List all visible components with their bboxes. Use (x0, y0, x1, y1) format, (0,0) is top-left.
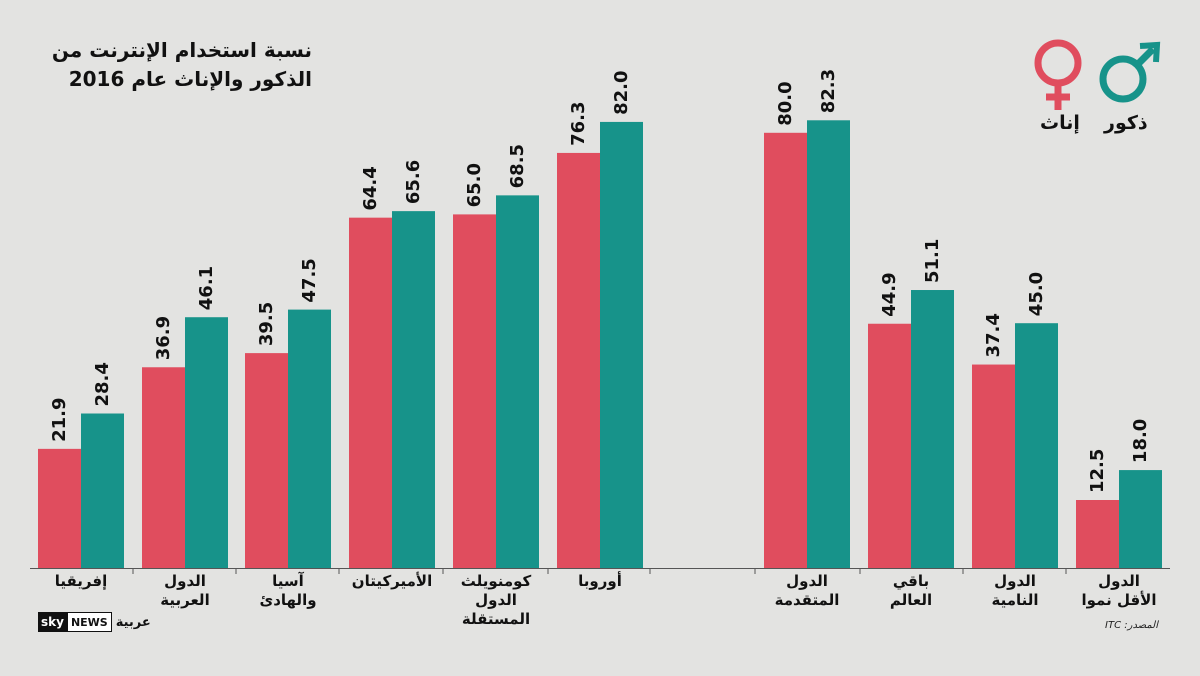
category-label: إفريقيا (55, 572, 107, 590)
male-bar (911, 290, 954, 568)
bar-value-label: 51.1 (922, 239, 943, 283)
chart-title-line-2: الذكور والإناث عام 2016 (68, 67, 312, 91)
bar-value-label: 39.5 (256, 302, 277, 346)
bar-value-label: 46.1 (196, 266, 217, 310)
category-label: الدول النامية (991, 572, 1038, 609)
category-label: الدول الأقل نموا (1082, 572, 1157, 609)
bar-value-label: 65.0 (464, 163, 485, 207)
male-bar (600, 121, 643, 569)
category-label: أوروبا (578, 571, 622, 590)
bar-value-label: 82.3 (818, 69, 839, 113)
male-bar (496, 195, 539, 569)
male-bar (1119, 470, 1162, 568)
female-bar (868, 323, 911, 568)
bar-value-label: 45.0 (1026, 272, 1047, 316)
female-bar (453, 214, 496, 568)
bar-value-label: 21.9 (49, 397, 70, 441)
female-bar (245, 353, 288, 568)
male-bar (392, 211, 435, 569)
legend-female-label: إناث (1040, 112, 1080, 134)
female-bar (557, 152, 600, 569)
male-bar (288, 309, 331, 568)
male-bar (1015, 323, 1058, 568)
bar-value-label: 68.5 (507, 144, 528, 188)
category-label: الدول المتقدمة (775, 572, 840, 609)
source-note: المصدر: ITC (1105, 620, 1158, 631)
category-label: الدول العربية (160, 572, 209, 609)
category-label: الأميركيتان (352, 572, 432, 590)
female-bar (764, 132, 807, 569)
bar-value-label: 12.5 (1087, 449, 1108, 493)
sky-news-arabia-logo: sky NEWS عربية (38, 612, 155, 632)
bar-value-label: 80.0 (775, 81, 796, 125)
bar-value-label: 76.3 (568, 102, 589, 146)
bar-value-label: 44.9 (879, 272, 900, 316)
category-label: آسيا والهادئ (259, 572, 316, 609)
bar-value-label: 36.9 (153, 316, 174, 360)
male-bar (185, 317, 228, 568)
chart-title: نسبة استخدام الإنترنت من الذكور والإناث … (0, 36, 312, 94)
category-label: كومنويلث الدول المستقلة (461, 572, 532, 628)
female-symbol-icon (1034, 39, 1082, 110)
female-bar (38, 448, 81, 568)
female-bar (349, 217, 392, 568)
male-symbol-icon (1099, 41, 1161, 103)
female-bar (972, 364, 1015, 568)
bar-value-label: 65.6 (403, 160, 424, 204)
legend-male-label: ذكور (1104, 112, 1148, 134)
bar-value-label: 37.4 (983, 313, 1004, 357)
female-bar (142, 367, 185, 568)
bar-value-label: 18.0 (1130, 419, 1151, 463)
male-bar (807, 120, 850, 569)
bar-value-label: 64.4 (360, 166, 381, 210)
female-bar (1076, 500, 1119, 568)
bar-value-label: 82.0 (611, 70, 632, 114)
category-label: باقي العالم (890, 572, 932, 609)
chart-title-line-1: نسبة استخدام الإنترنت من (51, 38, 312, 62)
bar-value-label: 47.5 (299, 258, 320, 302)
bar-value-label: 28.4 (92, 362, 113, 406)
male-bar (81, 413, 124, 568)
